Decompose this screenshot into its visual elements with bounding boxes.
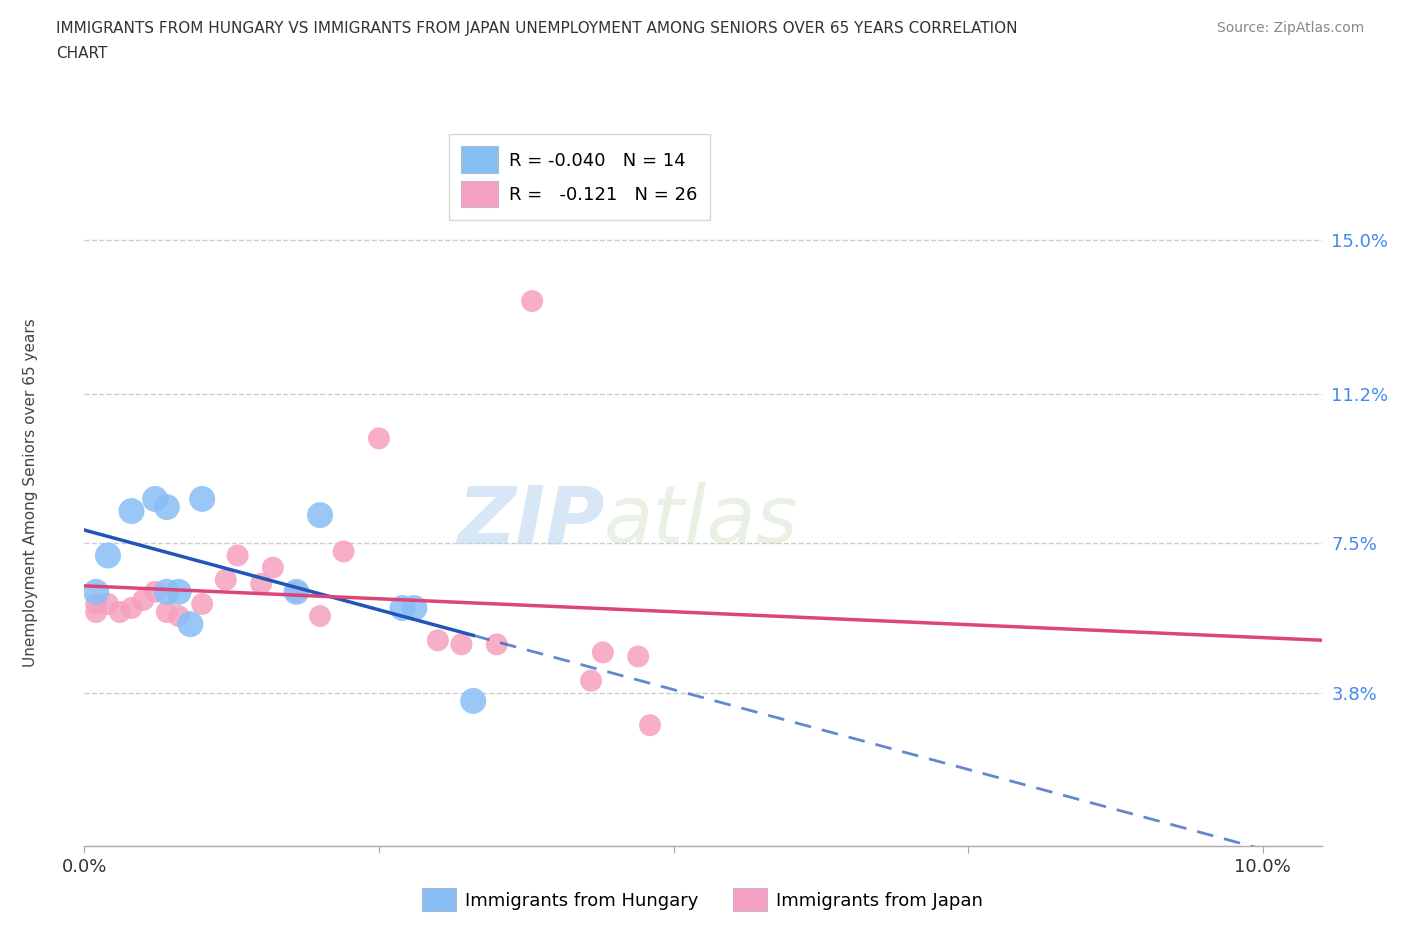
Point [285,584,308,599]
Point [121,601,143,616]
Point [156,604,179,619]
Point [391,601,413,616]
Point [450,637,472,652]
Text: IMMIGRANTS FROM HUNGARY VS IMMIGRANTS FROM JAPAN UNEMPLOYMENT AMONG SENIORS OVER: IMMIGRANTS FROM HUNGARY VS IMMIGRANTS FR… [56,21,1018,36]
Point [132,592,155,607]
Point [638,718,661,733]
Point [309,508,332,523]
Point [579,673,602,688]
Point [368,431,391,445]
Point [167,584,190,599]
Point [250,577,273,591]
Text: Unemployment Among Seniors over 65 years: Unemployment Among Seniors over 65 years [24,319,38,668]
Point [121,504,143,519]
Point [97,596,120,611]
Point [404,601,426,616]
Text: ZIP: ZIP [457,482,605,560]
Point [463,694,485,709]
Point [167,608,190,623]
Point [97,548,120,563]
Point [156,584,179,599]
Point [84,604,107,619]
Point [226,548,249,563]
Point [285,584,308,599]
Point [592,645,614,660]
Point [426,633,449,648]
Point [215,572,238,587]
Point [309,608,332,623]
Point [84,584,107,599]
Point [332,544,354,559]
Text: atlas: atlas [605,482,799,560]
Point [143,584,166,599]
Legend: Immigrants from Hungary, Immigrants from Japan: Immigrants from Hungary, Immigrants from… [416,882,990,919]
Point [485,637,508,652]
Point [520,294,543,309]
Text: Source: ZipAtlas.com: Source: ZipAtlas.com [1216,21,1364,35]
Point [627,649,650,664]
Text: CHART: CHART [56,46,108,61]
Point [108,604,131,619]
Point [262,560,284,575]
Point [84,596,107,611]
Point [143,492,166,507]
Point [179,617,201,631]
Point [191,596,214,611]
Point [191,492,214,507]
Point [156,499,179,514]
